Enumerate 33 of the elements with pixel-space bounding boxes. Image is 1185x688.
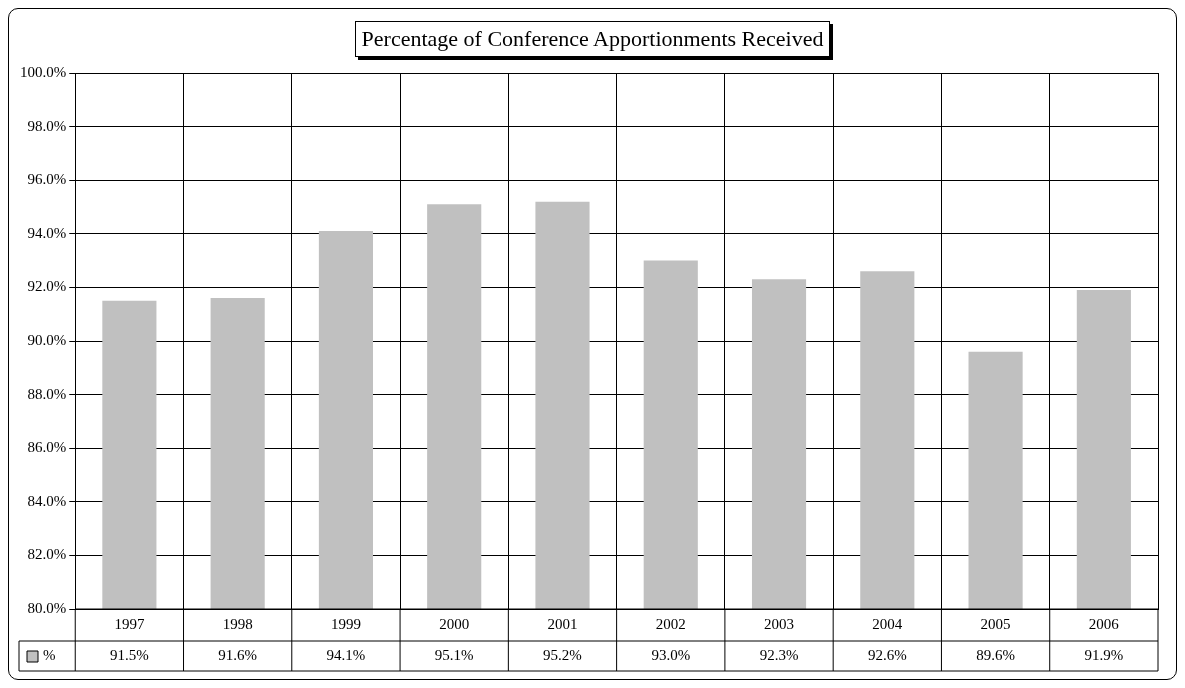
- x-tick-label: 2005: [980, 615, 1011, 632]
- data-label: 95.2%: [543, 646, 582, 663]
- chart-title: Percentage of Conference Apportionments Received: [354, 21, 831, 57]
- y-tick-label: 96.0%: [27, 171, 67, 188]
- data-label: 91.6%: [218, 646, 258, 663]
- data-label: 89.6%: [976, 646, 1015, 663]
- y-tick-label: 84.0%: [27, 492, 67, 509]
- y-tick-label: 92.0%: [27, 278, 67, 295]
- y-tick-label: 82.0%: [27, 546, 67, 563]
- y-tick-label: 88.0%: [27, 385, 67, 402]
- data-label: 94.1%: [326, 646, 366, 663]
- data-label: 91.5%: [110, 646, 149, 663]
- x-tick-label: 2000: [439, 615, 470, 632]
- x-tick-label: 2006: [1088, 615, 1120, 632]
- data-label: 95.1%: [434, 646, 474, 663]
- x-tick-label: 2004: [872, 615, 903, 632]
- data-label: 93.0%: [651, 646, 691, 663]
- y-tick-label: 90.0%: [27, 331, 67, 348]
- x-tick-label: 2001: [547, 615, 578, 632]
- legend-label: %: [43, 646, 56, 663]
- x-tick-label: 2003: [764, 615, 795, 632]
- y-tick-label: 98.0%: [27, 117, 67, 134]
- data-label: 92.6%: [867, 646, 907, 663]
- y-tick-label: 86.0%: [27, 439, 67, 456]
- data-label: 92.3%: [759, 646, 799, 663]
- y-tick-label: 100.0%: [20, 63, 67, 80]
- x-tick-label: 1999: [330, 615, 361, 632]
- x-tick-label: 1998: [222, 615, 253, 632]
- y-tick-label: 94.0%: [27, 224, 67, 241]
- x-tick-label: 2002: [655, 615, 686, 632]
- y-tick-label: 80.0%: [27, 599, 67, 616]
- data-label: 91.9%: [1084, 646, 1124, 663]
- x-tick-label: 1997: [114, 615, 145, 632]
